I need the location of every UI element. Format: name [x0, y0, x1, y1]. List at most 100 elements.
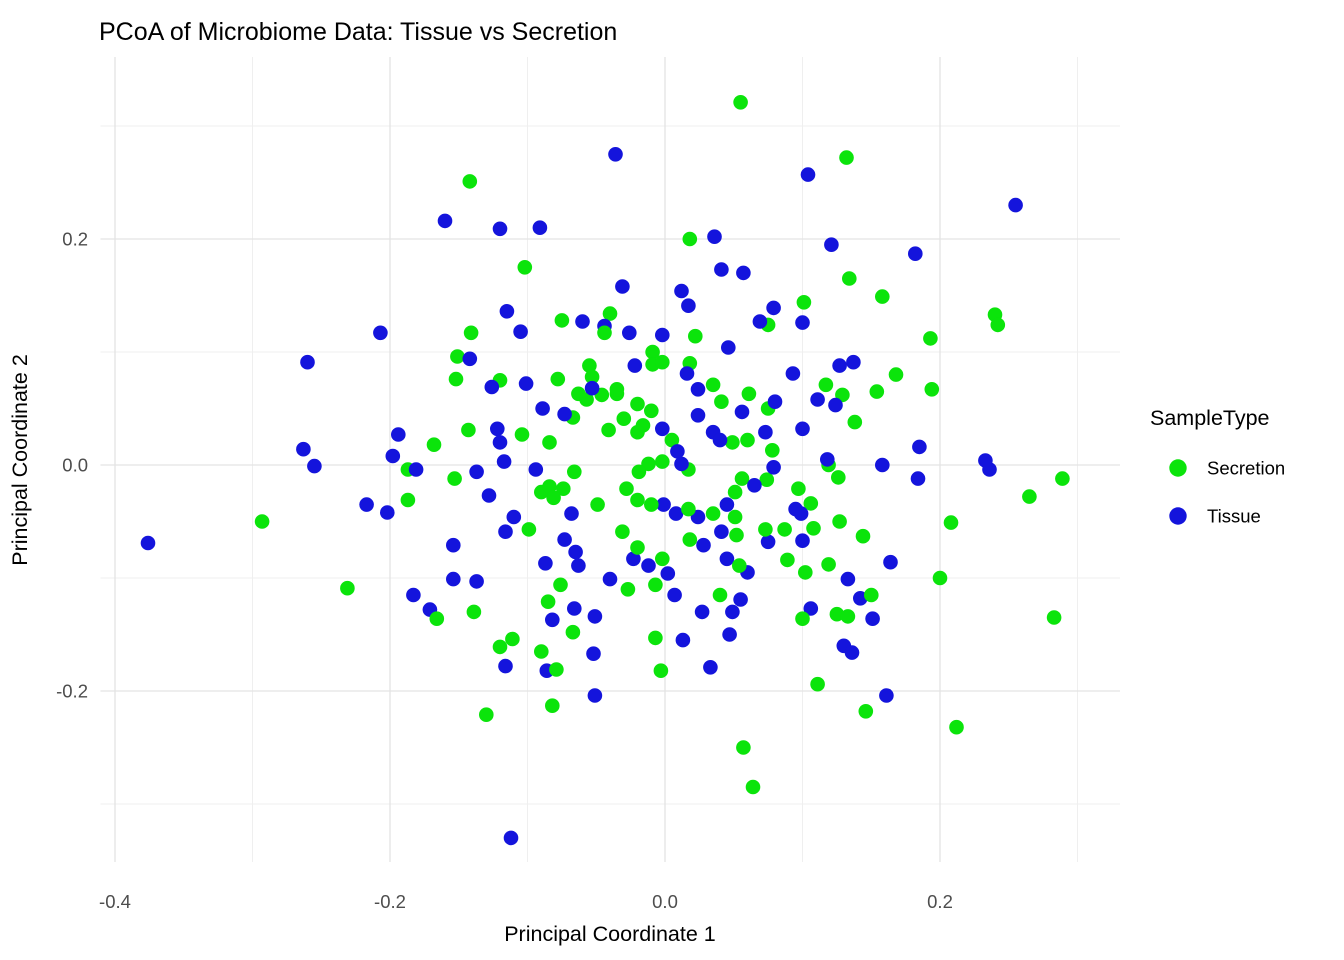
data-point-tissue: [766, 300, 781, 316]
data-point-tissue: [690, 509, 706, 525]
legend-title: SampleType: [1150, 406, 1270, 430]
data-point-tissue: [359, 497, 374, 512]
data-point-secretion: [777, 522, 792, 537]
data-point-secretion: [829, 606, 845, 622]
data-point-tissue: [883, 554, 898, 570]
data-point-tissue: [681, 298, 696, 314]
data-point-tissue: [586, 646, 601, 661]
data-point-tissue: [712, 432, 728, 448]
data-point-secretion: [732, 558, 747, 573]
data-point-secretion: [741, 386, 757, 402]
data-point-secretion: [712, 587, 728, 603]
x-tick-label: 0.0: [652, 891, 678, 912]
data-point-secretion: [655, 354, 670, 370]
data-point-secretion: [1055, 471, 1070, 486]
data-point-secretion: [1046, 610, 1062, 625]
grid-minor-lines: [100, 57, 1120, 862]
y-tick-label: 0.0: [62, 455, 88, 476]
data-point-tissue: [587, 609, 603, 624]
data-point-tissue: [140, 535, 156, 551]
data-point-secretion: [990, 317, 1006, 333]
data-point-secretion: [597, 325, 612, 341]
data-point-secretion: [795, 611, 810, 626]
data-point-tissue: [406, 587, 421, 603]
data-point-secretion: [725, 435, 740, 450]
data-point-secretion: [553, 577, 568, 593]
data-point-secretion: [645, 344, 660, 360]
data-point-secretion: [450, 349, 465, 364]
data-point-secretion: [462, 174, 478, 189]
data-point-tissue: [300, 354, 315, 370]
data-point-secretion: [400, 492, 416, 508]
data-point-tissue: [568, 544, 583, 560]
data-point-secretion: [888, 367, 904, 382]
data-point-secretion: [932, 570, 948, 586]
data-point-tissue: [846, 354, 861, 370]
data-point-secretion: [540, 594, 556, 609]
data-point-tissue: [719, 497, 735, 512]
scatter-points: [140, 95, 1070, 846]
data-point-tissue: [1008, 197, 1023, 213]
legend: SampleType Secretion Tissue: [1150, 406, 1285, 527]
data-point-secretion: [429, 611, 445, 626]
grid-major-lines: [100, 57, 1120, 862]
data-point-tissue: [912, 439, 927, 455]
data-point-tissue: [490, 421, 505, 437]
data-point-tissue: [564, 506, 579, 521]
data-point-secretion: [630, 540, 645, 555]
data-point-tissue: [714, 524, 729, 539]
data-point-secretion: [630, 396, 645, 412]
data-point-tissue: [503, 830, 519, 846]
data-point-tissue: [626, 551, 641, 567]
data-point-secretion: [545, 698, 560, 713]
legend-label-tissue: Tissue: [1207, 506, 1261, 527]
data-point-secretion: [682, 231, 698, 247]
data-point-secretion: [798, 565, 813, 580]
data-point-secretion: [729, 527, 744, 543]
data-point-tissue: [785, 366, 801, 381]
data-point-secretion: [619, 481, 634, 497]
data-point-tissue: [824, 237, 839, 252]
data-point-tissue: [391, 427, 406, 442]
data-point-tissue: [810, 392, 825, 407]
data-point-tissue: [679, 366, 695, 381]
data-point-tissue: [722, 627, 737, 642]
data-point-tissue: [667, 587, 682, 603]
data-point-tissue: [656, 497, 671, 512]
data-point-tissue: [793, 506, 809, 521]
data-point-secretion: [810, 676, 825, 692]
data-point-secretion: [791, 481, 806, 497]
data-point-secretion: [864, 587, 879, 603]
data-point-secretion: [565, 624, 581, 640]
x-tick-label: -0.4: [99, 891, 131, 912]
data-point-secretion: [463, 325, 479, 341]
data-point-tissue: [587, 688, 603, 703]
data-point-tissue: [694, 604, 710, 620]
data-point-tissue: [767, 394, 783, 410]
data-point-tissue: [675, 632, 691, 648]
data-point-secretion: [765, 443, 780, 458]
data-point-tissue: [373, 325, 388, 341]
data-point-tissue: [760, 534, 776, 550]
data-point-secretion: [254, 514, 270, 529]
data-point-tissue: [655, 327, 670, 343]
data-point-tissue: [408, 462, 424, 477]
data-point-secretion: [847, 414, 863, 430]
data-point-secretion: [796, 295, 812, 310]
data-point-tissue: [910, 471, 926, 486]
y-axis-title: Principal Coordinate 2: [8, 354, 32, 566]
data-point-tissue: [690, 408, 706, 423]
data-point-tissue: [668, 506, 684, 521]
data-point-tissue: [437, 213, 453, 229]
data-point-tissue: [538, 556, 553, 571]
data-point-secretion: [818, 377, 834, 393]
data-point-tissue: [528, 462, 544, 477]
x-tick-label: 0.2: [927, 891, 953, 912]
data-point-tissue: [795, 421, 810, 437]
data-point-secretion: [567, 464, 582, 480]
data-point-tissue: [875, 457, 890, 473]
data-point-tissue: [462, 351, 478, 367]
data-point-secretion: [855, 528, 871, 544]
data-point-tissue: [670, 444, 685, 459]
